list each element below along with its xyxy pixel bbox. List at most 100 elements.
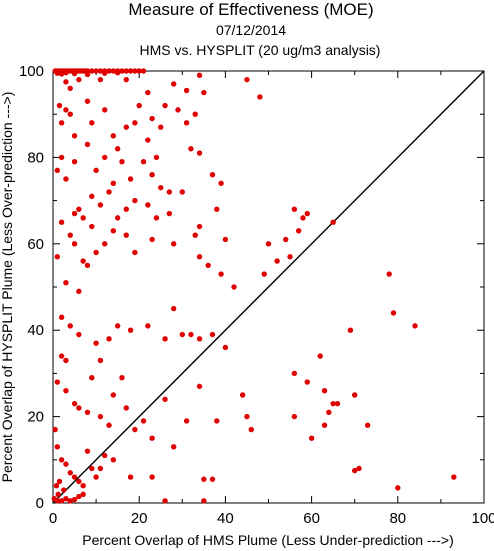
- data-point: [89, 375, 95, 381]
- data-point: [58, 120, 65, 126]
- data-point: [136, 102, 142, 109]
- x-tick-label: 100: [471, 510, 494, 527]
- data-point: [127, 474, 134, 480]
- data-point: [123, 124, 129, 130]
- data-point: [145, 89, 151, 96]
- data-point: [76, 493, 82, 500]
- x-tick-label: 60: [303, 510, 320, 527]
- data-point: [158, 124, 164, 130]
- data-point: [308, 435, 315, 441]
- data-point: [102, 107, 108, 113]
- data-point: [201, 476, 207, 482]
- data-point: [67, 498, 73, 504]
- data-point: [162, 396, 168, 403]
- chart-title: Measure of Effectiveness (MOE): [128, 0, 373, 19]
- data-point: [261, 271, 267, 277]
- data-point: [54, 167, 61, 174]
- data-point: [123, 206, 129, 212]
- data-point: [451, 474, 457, 480]
- data-point: [54, 444, 61, 450]
- data-point: [71, 70, 78, 77]
- data-point: [63, 176, 69, 182]
- axis-ticks: [52, 70, 485, 504]
- data-point: [54, 498, 61, 504]
- data-point: [93, 474, 99, 480]
- data-point: [67, 85, 73, 91]
- data-point: [61, 487, 67, 493]
- data-point: [412, 323, 418, 329]
- data-point: [102, 452, 108, 459]
- data-point: [80, 215, 86, 221]
- data-point: [102, 241, 108, 247]
- data-point: [71, 159, 78, 165]
- data-point: [231, 284, 237, 290]
- data-point: [67, 111, 73, 117]
- data-point: [140, 68, 147, 74]
- data-point: [114, 146, 121, 152]
- data-point: [63, 107, 69, 113]
- data-point: [291, 413, 298, 420]
- data-point: [84, 141, 91, 148]
- data-point: [93, 249, 99, 256]
- data-point: [304, 379, 310, 385]
- data-point: [80, 258, 86, 264]
- data-point: [170, 81, 177, 87]
- data-point: [136, 68, 142, 74]
- data-point: [214, 206, 220, 212]
- x-tick-labels: 0 20 40 60 80 100: [49, 510, 494, 527]
- data-point: [209, 331, 216, 338]
- data-point: [93, 340, 99, 346]
- data-point: [222, 236, 229, 243]
- y-tick-label: 20: [27, 409, 44, 426]
- data-point: [97, 465, 104, 472]
- data-point: [257, 94, 263, 100]
- data-point: [352, 467, 358, 474]
- data-point: [291, 206, 298, 212]
- data-point: [192, 232, 198, 238]
- data-point: [132, 197, 138, 204]
- data-point: [106, 336, 112, 342]
- data-point: [196, 336, 203, 342]
- data-point: [201, 89, 207, 96]
- data-point: [71, 241, 78, 247]
- data-point: [321, 387, 328, 394]
- data-point: [76, 405, 82, 411]
- data-point: [89, 465, 95, 472]
- data-point: [395, 485, 401, 491]
- x-axis-label: Percent Overlap of HMS Plume (Less Under…: [82, 532, 454, 548]
- data-point: [89, 68, 95, 74]
- data-point: [166, 210, 173, 217]
- data-point: [89, 193, 95, 199]
- data-point: [97, 202, 104, 208]
- data-point: [330, 400, 336, 407]
- data-point: [179, 189, 185, 195]
- data-point: [239, 392, 246, 398]
- data-point: [71, 496, 78, 503]
- data-point: [110, 392, 117, 398]
- data-point: [205, 262, 211, 269]
- data-point: [84, 409, 91, 415]
- data-point: [132, 426, 138, 433]
- data-point: [93, 167, 99, 174]
- data-point: [145, 323, 151, 329]
- data-point: [63, 79, 69, 85]
- data-point: [196, 72, 203, 79]
- data-point: [63, 70, 69, 76]
- data-point: [58, 219, 65, 225]
- x-tick-label: 80: [389, 510, 406, 527]
- data-point: [287, 254, 293, 260]
- data-point: [54, 379, 61, 385]
- data-point: [63, 461, 69, 467]
- y-tick-label: 0: [36, 495, 44, 512]
- data-point: [71, 474, 78, 480]
- data-point: [106, 189, 112, 195]
- data-point: [145, 202, 151, 208]
- data-point: [93, 68, 99, 74]
- data-point: [76, 331, 82, 338]
- data-point: [201, 498, 207, 504]
- data-point: [390, 310, 397, 316]
- data-point: [170, 444, 177, 450]
- data-point: [196, 150, 203, 156]
- data-point: [63, 387, 69, 394]
- data-point: [170, 305, 177, 312]
